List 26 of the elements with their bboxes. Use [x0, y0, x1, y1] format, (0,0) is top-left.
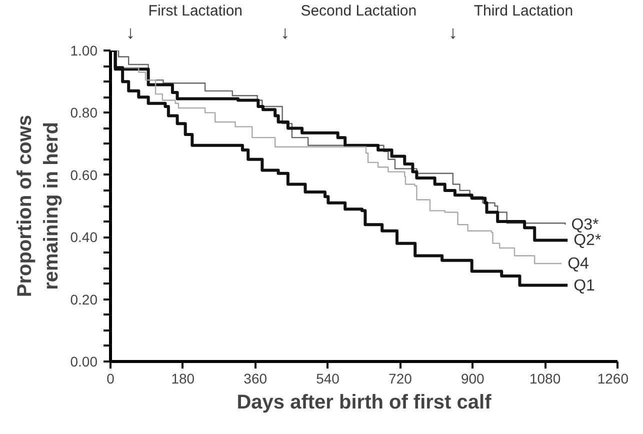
- y-tick-label: 0.40: [70, 229, 98, 246]
- x-tick-label: 0: [106, 370, 115, 386]
- y-tick-label: 0.20: [70, 291, 98, 308]
- x-tick-label: 720: [388, 370, 412, 386]
- text: ↓: [448, 22, 458, 42]
- x-axis-title: Days after birth of first calf: [236, 392, 492, 414]
- text: First Lactation: [148, 2, 243, 20]
- text: Third Lactation: [474, 2, 574, 20]
- y-tick-label: 0.60: [70, 166, 98, 183]
- series-label: Q3*: [571, 216, 599, 234]
- text: ↓: [280, 22, 290, 42]
- x-tick-label: 1260: [597, 370, 629, 386]
- y-tick-label: 0.00: [70, 354, 98, 370]
- y-axis-title: Proportion of cows remaining in herd: [14, 114, 62, 298]
- series-label: Q2*: [574, 232, 602, 250]
- x-tick-label: 360: [244, 370, 268, 386]
- y-tick-label: 1.00: [70, 42, 98, 58]
- x-tick-label: 180: [171, 370, 195, 386]
- series-label: Q1: [574, 277, 596, 294]
- text: ↓: [126, 22, 135, 42]
- x-tick-label: 1080: [530, 370, 561, 386]
- x-tick-label: 540: [316, 370, 340, 386]
- y-tick-label: 0.80: [70, 104, 98, 121]
- text: Second Lactation: [300, 2, 417, 20]
- x-tick-label: 900: [460, 370, 485, 386]
- series-label: Q4: [568, 256, 590, 273]
